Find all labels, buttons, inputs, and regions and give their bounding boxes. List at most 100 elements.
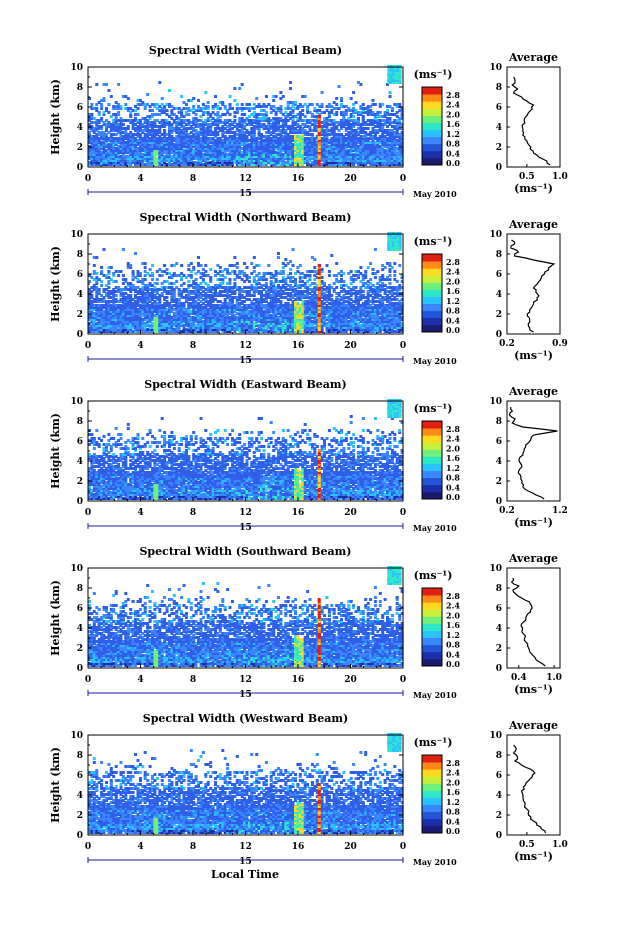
heatmap-cell <box>197 105 200 108</box>
colorbar-segment <box>422 158 442 166</box>
heatmap-cell <box>129 131 132 134</box>
heatmap-cell <box>137 113 140 116</box>
heatmap-cells <box>88 232 404 333</box>
heatmap-cell <box>372 99 375 102</box>
heatmap-cell <box>166 119 169 122</box>
heatmap-cell <box>183 101 186 104</box>
x-tick-label: 8 <box>190 174 196 184</box>
colorbar-segment <box>422 123 442 131</box>
heatmap-cell <box>318 115 321 118</box>
heatmap-cell <box>316 103 319 106</box>
heatmap-cell <box>267 103 270 106</box>
x-tick-label: 16 <box>292 174 305 184</box>
heatmap-cell <box>180 95 183 98</box>
heatmap-cell <box>279 91 282 94</box>
heatmap-cell <box>207 101 210 104</box>
colorbar-tick-label: 0.8 <box>446 139 460 149</box>
profile-y-tick-label: 8 <box>496 83 502 93</box>
heatmap-cell <box>207 105 210 108</box>
spectral-width-figure: Spectral Width (Vertical Beam)0246810Hei… <box>0 0 621 929</box>
heatmap-cell <box>350 97 353 100</box>
heatmap-cell <box>134 117 137 120</box>
heatmap-cell <box>241 117 244 120</box>
heatmap-cell <box>124 95 127 98</box>
heatmap-cell <box>115 101 118 104</box>
heatmap-cell <box>258 103 261 106</box>
heatmap-cell <box>355 101 358 104</box>
heatmap-cell <box>127 125 130 128</box>
heatmap-cell <box>161 103 164 106</box>
heatmap-cell <box>241 83 244 86</box>
x-tick-label: 12 <box>239 174 252 184</box>
colorbar-segment <box>422 130 442 138</box>
heatmap-cell <box>216 111 219 114</box>
heatmap-cell <box>279 117 282 120</box>
heatmap-cell <box>340 97 343 100</box>
heatmap-cell <box>352 91 355 94</box>
heatmap-cell <box>178 107 181 110</box>
heatmap-cell <box>212 111 215 114</box>
heatmap-cell <box>275 95 278 98</box>
x-tick-label: 0 <box>400 174 406 184</box>
heatmap-cell <box>117 111 120 114</box>
heatmap-cell <box>379 111 382 114</box>
y-tick-label: 10 <box>70 63 83 73</box>
heatmap-cell <box>146 103 149 106</box>
heatmap-cell <box>105 107 108 110</box>
colorbar-tick-label: 1.2 <box>446 129 460 139</box>
panel-title: Spectral Width (Northward Beam) <box>140 211 352 224</box>
heatmap-cell <box>192 97 195 100</box>
profile-y-tick-label: 0 <box>496 163 502 173</box>
heatmap-cell <box>233 87 236 90</box>
profile-y-tick-label: 4 <box>496 123 502 133</box>
x-tick-label: 0 <box>85 174 91 184</box>
heatmap-cell <box>214 103 217 106</box>
heatmap-cell <box>263 123 266 126</box>
heatmap-cell <box>282 95 285 98</box>
heatmap-cell <box>117 83 120 86</box>
heatmap-cell <box>197 99 200 102</box>
heatmap-cell <box>362 103 365 106</box>
profile-y-tick-label: 2 <box>496 143 502 153</box>
y-tick-label: 8 <box>77 83 83 93</box>
heatmap-cell <box>311 103 314 106</box>
heatmap-cell <box>233 119 236 122</box>
heatmap-cell <box>335 97 338 100</box>
colorbar-tick-label: 1.6 <box>446 119 460 129</box>
colorbar-tick-label: 0.0 <box>446 158 460 168</box>
heatmap-cell <box>233 115 236 118</box>
profile-title: Average <box>508 51 558 64</box>
profile-y-tick-label: 10 <box>489 63 502 73</box>
colorbar-unit: (ms⁻¹) <box>414 68 453 81</box>
heatmap-cell <box>311 133 314 136</box>
heatmap-cell <box>248 103 251 106</box>
colorbar-segment <box>422 144 442 152</box>
heatmap-cell <box>204 91 207 94</box>
panel-title: Spectral Width (Vertical Beam) <box>149 44 342 57</box>
heatmap-cell <box>187 119 190 122</box>
heatmap-cell <box>233 99 236 102</box>
heatmap-cell <box>272 99 275 102</box>
heatmap-cell <box>163 129 166 132</box>
heatmap-cell <box>168 103 171 106</box>
profile-x-tick-label: 0.5 <box>519 172 535 182</box>
heatmap-cell <box>340 103 343 106</box>
heatmap-cell <box>318 109 321 112</box>
heatmap-cell <box>105 83 108 86</box>
heatmap-cell <box>202 103 205 106</box>
heatmap-cell <box>381 103 384 106</box>
heatmap-cell <box>229 119 232 122</box>
heatmap-cell <box>156 119 159 122</box>
heatmap-cell <box>389 117 392 120</box>
heatmap-cell <box>124 103 127 106</box>
heatmap-cell <box>90 113 93 116</box>
heatmap-cell <box>243 113 246 116</box>
heatmap-cell <box>158 81 161 84</box>
profile-x-label: (ms⁻¹) <box>514 182 553 195</box>
heatmap-cell <box>340 133 343 136</box>
heatmap-cell <box>255 97 258 100</box>
heatmap-cell <box>321 103 324 106</box>
heatmap-cell <box>386 109 389 112</box>
heatmap-cell <box>304 95 307 98</box>
heatmap-cell <box>107 103 110 106</box>
